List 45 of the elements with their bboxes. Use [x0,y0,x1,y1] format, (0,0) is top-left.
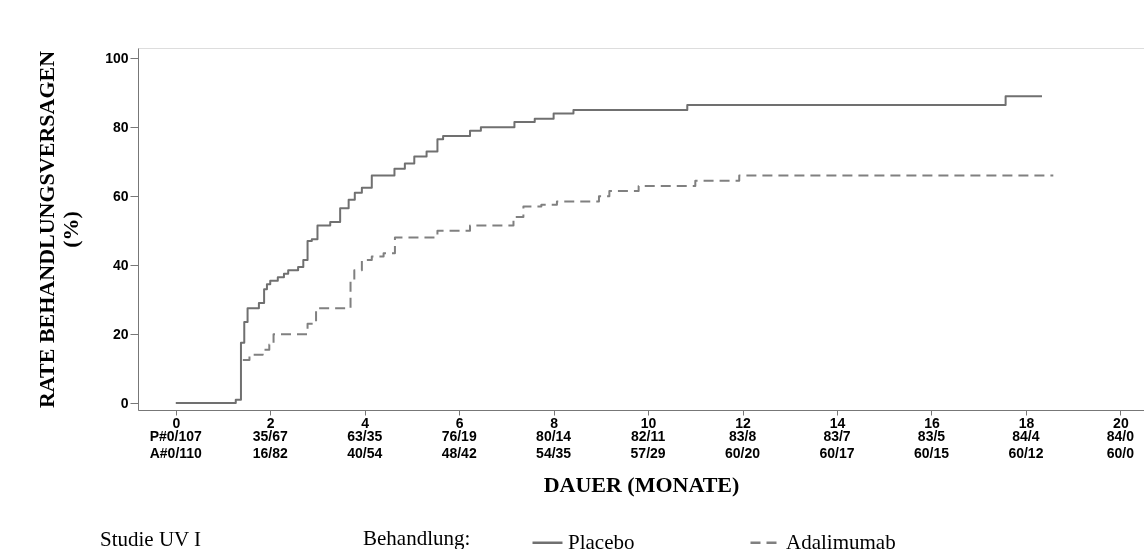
text: Studie UV I [100,527,202,549]
x-tick-label: 8 [550,414,559,431]
text: 40/54 [347,445,383,461]
text: 83/8 [728,428,757,444]
x-tick-label: 10 [640,414,657,431]
x-tick-label: 16 [924,414,940,431]
legend-title: Behandlung: [363,526,471,549]
text: 60/12 [1008,445,1044,461]
text: 48/42 [441,445,477,461]
x-tick-label: 14 [829,414,846,431]
text: 84/4 [1012,428,1040,444]
x-tick-label: 6 [455,414,464,431]
text: 84/0 [1106,428,1135,444]
legend-label: Adalimumab [786,529,896,549]
x-tick-label: 2 [266,414,275,431]
text: 76/19 [441,428,477,444]
text: P#0/107 [149,428,203,444]
text: 35/67 [252,428,288,444]
y-axis-title: RATE BEHANDLUNGSVERSAGEN (%) [34,50,84,409]
y-tick-label: 60 [112,187,129,204]
x-axis-title: DAUER (MONATE) [543,471,740,497]
y-tick-label: 0 [120,394,129,411]
x-tick-label: 0 [172,414,181,431]
text: 63/35 [347,428,383,444]
text: 60/17 [819,445,855,461]
y-tick-label: 40 [112,256,129,273]
x-tick-label: 12 [735,414,752,431]
text: 54/35 [536,445,572,461]
text: 83/7 [823,428,851,444]
x-tick-label: 4 [361,414,370,431]
text: 60/20 [725,445,761,461]
text: 16/82 [252,445,288,461]
text: 57/29 [630,445,666,461]
legend-label: Placebo [568,529,635,549]
y-tick-label: 20 [112,325,129,342]
x-tick-label: 20 [1113,414,1129,431]
text: 83/5 [917,428,946,444]
text: 80/14 [536,428,572,444]
text: A#0/110 [149,445,203,461]
y-tick-label: 100 [105,49,129,66]
text: 60/15 [913,445,950,461]
text: 82/11 [630,428,666,444]
x-tick-label: 18 [1018,414,1035,431]
y-tick-label: 80 [112,118,129,135]
text: 60/0 [1106,445,1135,461]
